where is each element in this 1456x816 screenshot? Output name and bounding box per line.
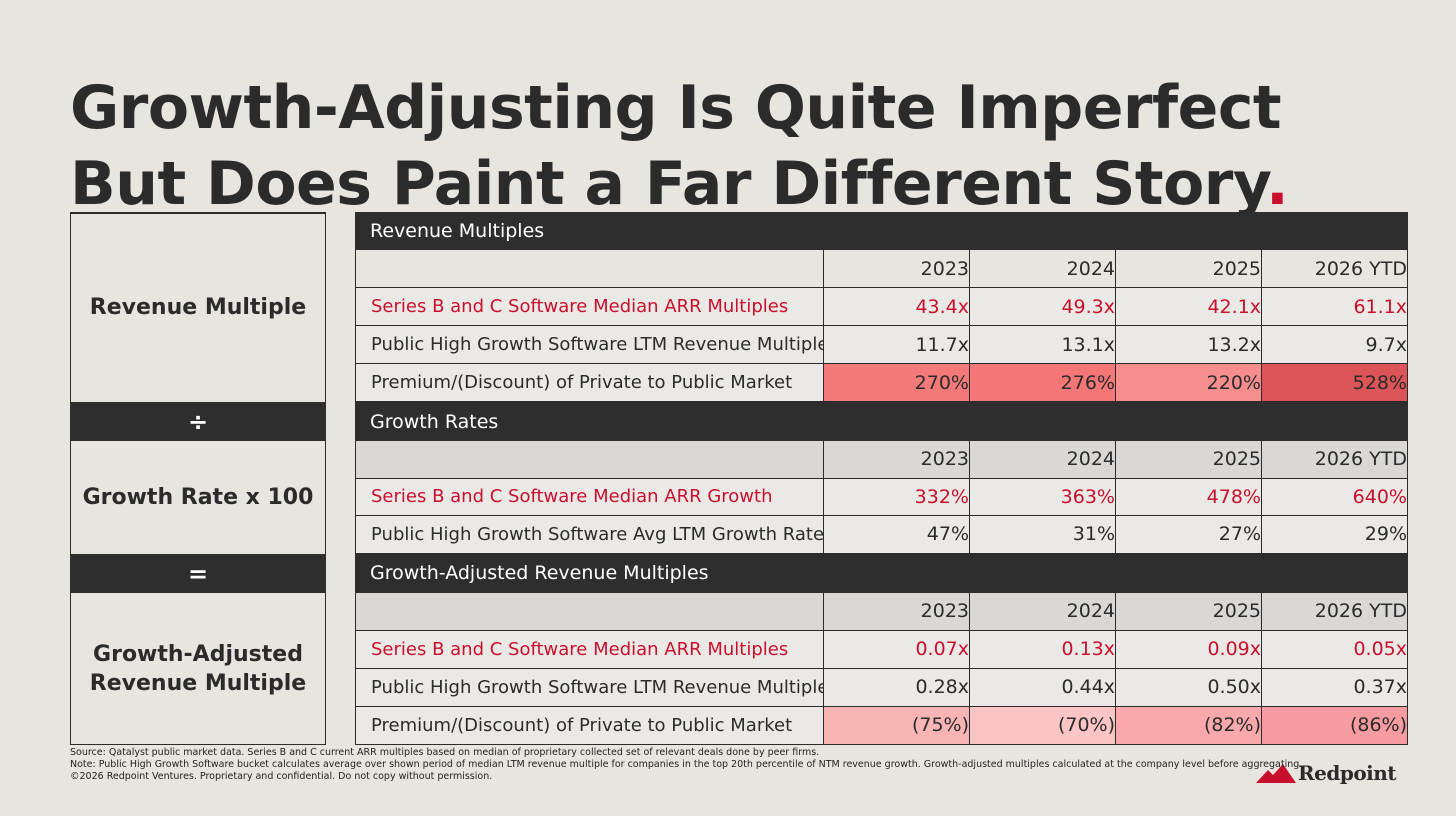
row-label: Series B and C Software Median ARR Multi… (355, 630, 824, 669)
value-cell: 0.13x (970, 630, 1116, 669)
year-header: 2026 YTD (1262, 592, 1408, 631)
logo-text: Redpoint (1298, 761, 1397, 785)
value-cell: 332% (824, 478, 970, 516)
year-header: 2026 YTD (1262, 250, 1408, 288)
value-cell: 27% (1116, 516, 1262, 554)
value-cell: 47% (824, 516, 970, 554)
year-label-cell (355, 250, 824, 288)
year-header: 2023 (824, 441, 970, 479)
slide-title: Growth-Adjusting Is Quite Imperfect But … (70, 70, 1410, 222)
year-header: 2023 (824, 592, 970, 631)
title-dot: . (1266, 149, 1289, 219)
value-cell: 528% (1262, 364, 1408, 402)
formula-top: Revenue Multiple (70, 213, 326, 402)
value-cell: 270% (824, 364, 970, 402)
year-header: 2024 (970, 592, 1116, 631)
footer-line: Source: Qatalyst public market data. Ser… (70, 747, 820, 758)
value-cell: 478% (1116, 478, 1262, 516)
value-cell: 42.1x (1116, 288, 1262, 326)
value-cell: 31% (970, 516, 1116, 554)
value-cell: 13.2x (1116, 326, 1262, 364)
year-header: 2026 YTD (1262, 441, 1408, 479)
value-cell: (86%) (1262, 706, 1408, 745)
value-cell: 29% (1262, 516, 1408, 554)
section-header: Growth-Adjusted Revenue Multiples (355, 553, 1408, 593)
value-cell: 363% (970, 478, 1116, 516)
year-header: 2025 (1116, 250, 1262, 288)
value-cell: (75%) (824, 706, 970, 745)
section-header: Revenue Multiples (355, 212, 1408, 250)
row-label: Series B and C Software Median ARR Multi… (355, 288, 824, 326)
divide-bar: ÷ (70, 402, 326, 441)
row-label: Series B and C Software Median ARR Growt… (355, 478, 824, 516)
section-header: Growth Rates (355, 402, 1408, 441)
year-header: 2023 (824, 250, 970, 288)
value-cell: 49.3x (970, 288, 1116, 326)
footer-line: Note: Public High Growth Software bucket… (70, 759, 1303, 770)
row-label: Premium/(Discount) of Private to Public … (355, 364, 824, 402)
row-label: Public High Growth Software Avg LTM Grow… (355, 516, 824, 554)
year-header: 2025 (1116, 592, 1262, 631)
value-cell: 43.4x (824, 288, 970, 326)
value-cell: (82%) (1116, 706, 1262, 745)
year-header: 2024 (970, 441, 1116, 479)
value-cell: 11.7x (824, 326, 970, 364)
row-label: Public High Growth Software LTM Revenue … (355, 326, 838, 364)
value-cell: 0.05x (1262, 630, 1408, 669)
value-cell: 0.44x (970, 668, 1116, 707)
year-header: 2025 (1116, 441, 1262, 479)
year-header: 2024 (970, 250, 1116, 288)
year-label-cell (355, 441, 824, 479)
value-cell: 0.07x (824, 630, 970, 669)
year-label-cell (355, 592, 824, 631)
value-cell: 220% (1116, 364, 1262, 402)
value-cell: 13.1x (970, 326, 1116, 364)
title-text: Growth-Adjusting Is Quite Imperfect But … (70, 73, 1282, 219)
box-top-border (70, 212, 326, 214)
value-cell: 276% (970, 364, 1116, 402)
value-cell: 0.09x (1116, 630, 1262, 669)
value-cell: 9.7x (1262, 326, 1408, 364)
value-cell: 0.37x (1262, 668, 1408, 707)
logo-icon (1256, 764, 1296, 783)
equals-bar: = (70, 554, 326, 593)
formula-bottom: Growth-Adjusted Revenue Multiple (70, 593, 326, 745)
value-cell: 0.28x (824, 668, 970, 707)
value-cell: (70%) (970, 706, 1116, 745)
value-cell: 640% (1262, 478, 1408, 516)
value-cell: 0.50x (1116, 668, 1262, 707)
formula-middle: Growth Rate x 100 (70, 441, 326, 554)
value-cell: 61.1x (1262, 288, 1408, 326)
row-label: Public High Growth Software LTM Revenue … (355, 668, 838, 707)
row-label: Premium/(Discount) of Private to Public … (355, 706, 824, 745)
footer-line: ©2026 Redpoint Ventures. Proprietary and… (70, 771, 493, 782)
